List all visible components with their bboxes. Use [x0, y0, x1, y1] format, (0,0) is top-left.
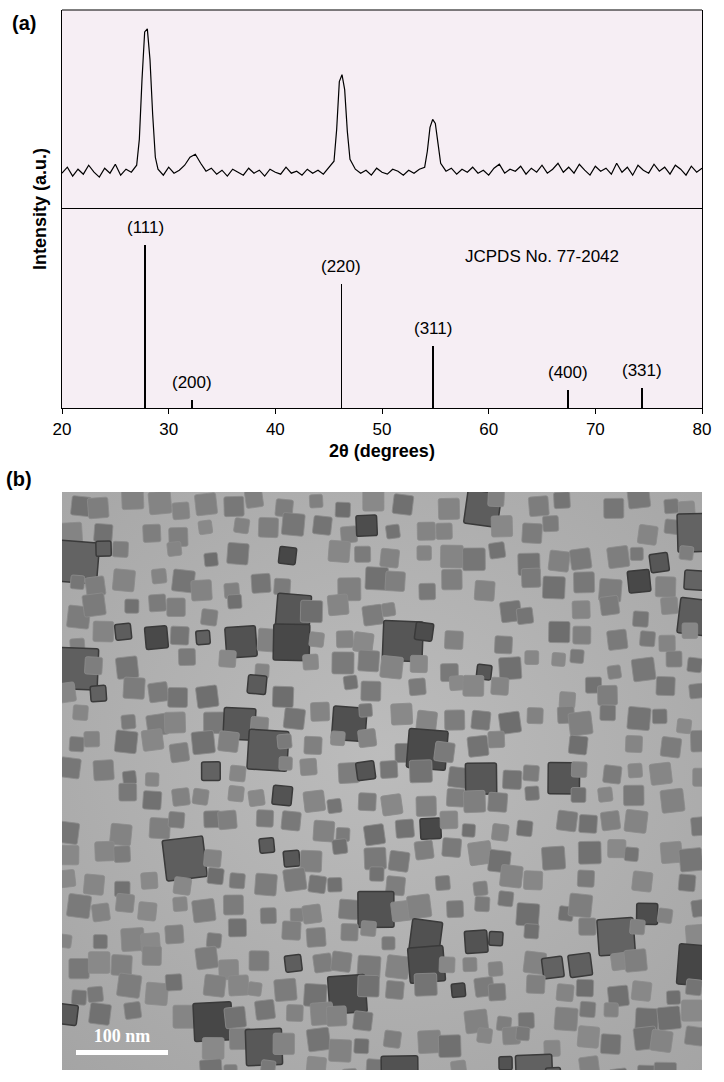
- svg-text:(a): (a): [12, 12, 36, 34]
- svg-text:(111): (111): [127, 218, 164, 237]
- svg-text:40: 40: [266, 420, 285, 439]
- svg-text:60: 60: [479, 420, 498, 439]
- svg-text:(311): (311): [414, 319, 452, 338]
- svg-text:(200): (200): [172, 373, 212, 392]
- svg-text:2θ (degrees): 2θ (degrees): [329, 441, 435, 461]
- svg-text:(400): (400): [548, 363, 588, 382]
- svg-text:20: 20: [53, 420, 72, 439]
- svg-text:JCPDS No. 77-2042: JCPDS No. 77-2042: [465, 247, 619, 266]
- svg-text:(220): (220): [321, 257, 361, 276]
- svg-text:(331): (331): [622, 361, 662, 380]
- svg-text:70: 70: [586, 420, 605, 439]
- svg-text:50: 50: [373, 420, 392, 439]
- svg-text:Intensity (a.u.): Intensity (a.u.): [30, 148, 50, 270]
- svg-text:30: 30: [159, 420, 178, 439]
- svg-text:80: 80: [693, 420, 712, 439]
- svg-text:100 nm: 100 nm: [94, 1026, 151, 1046]
- svg-text:(b): (b): [6, 468, 32, 490]
